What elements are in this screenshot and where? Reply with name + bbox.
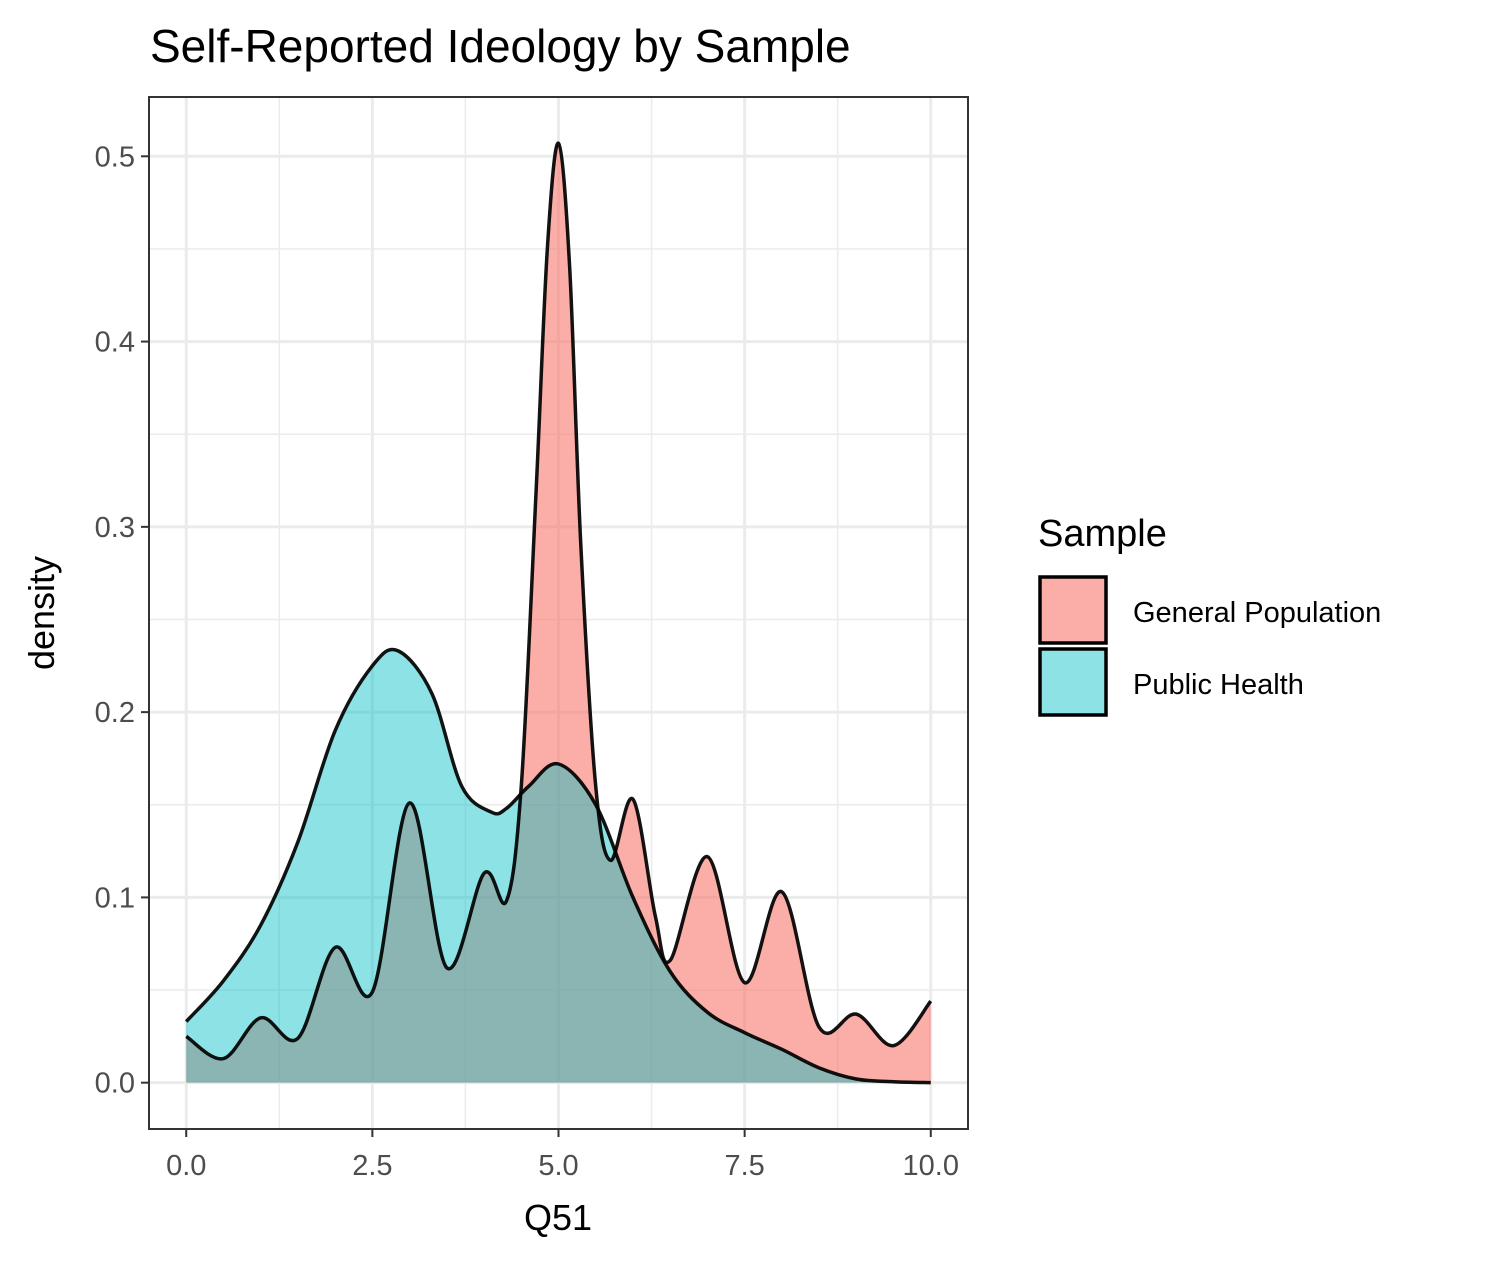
grid-major bbox=[149, 97, 968, 1129]
y-tick-label: 0.4 bbox=[95, 327, 135, 359]
y-tick-label: 0.2 bbox=[95, 697, 135, 729]
density-fill-general-population bbox=[186, 143, 931, 1083]
y-axis: 0.0 0.1 0.2 0.3 0.4 0.5 bbox=[95, 141, 149, 1100]
x-tick-label: 2.5 bbox=[352, 1150, 392, 1182]
legend-label-public-health: Public Health bbox=[1133, 669, 1304, 701]
density-line-public-health bbox=[184, 647, 931, 1085]
y-axis-title: density bbox=[21, 556, 62, 670]
legend-key-public-health bbox=[1038, 647, 1108, 717]
plot-area bbox=[148, 96, 969, 1130]
x-axis: 0.0 2.5 5.0 7.5 10.0 bbox=[166, 1129, 959, 1182]
x-tick-label: 5.0 bbox=[538, 1150, 578, 1182]
y-tick-label: 0.5 bbox=[95, 141, 135, 173]
x-tick-label: 0.0 bbox=[166, 1150, 206, 1182]
density-areas bbox=[184, 141, 933, 1085]
density-line-general-population bbox=[185, 141, 933, 1061]
y-tick-label: 0.0 bbox=[95, 1068, 135, 1100]
y-tick-label: 0.3 bbox=[95, 512, 135, 544]
legend-label-general-population: General Population bbox=[1133, 597, 1381, 629]
legend-title: Sample bbox=[1038, 513, 1167, 555]
density-fill-public-health bbox=[186, 649, 931, 1083]
x-tick-label: 7.5 bbox=[724, 1150, 764, 1182]
y-tick-label: 0.1 bbox=[95, 882, 135, 914]
x-tick-label: 10.0 bbox=[903, 1150, 959, 1182]
x-axis-title: Q51 bbox=[524, 1197, 592, 1238]
legend: Sample General Population Public Health bbox=[1038, 513, 1381, 717]
chart-title: Self-Reported Ideology by Sample bbox=[150, 20, 851, 72]
legend-key-general-population bbox=[1038, 575, 1108, 645]
